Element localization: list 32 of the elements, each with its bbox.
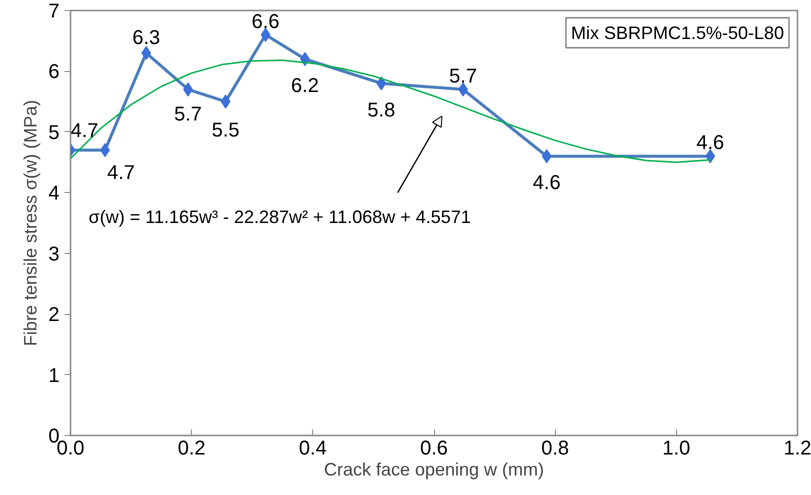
data-label: 4.7 [107, 162, 135, 184]
x-tick-label: 0.2 [178, 438, 206, 460]
y-tick-label: 4 [48, 182, 60, 205]
point [376, 76, 386, 90]
x-tick-label: 1.0 [662, 438, 690, 460]
point [705, 149, 716, 164]
annotation: σ(w) = 11.165w³ - 22.287w² + 11.068w + 4.5571 [88, 206, 471, 227]
data-label: 6.6 [252, 10, 280, 33]
x-axis-title: Crack face opening w (mm) [324, 460, 544, 480]
point [141, 46, 152, 60]
data-label: 4.6 [696, 132, 724, 154]
data-label: 4.6 [532, 172, 561, 194]
data-label: 4.7 [70, 120, 98, 142]
y-tick-label: 3 [48, 243, 60, 266]
data-label: 5.7 [174, 103, 202, 126]
point [542, 149, 552, 164]
data-label: 6.3 [132, 27, 160, 49]
y-tick-label: 7 [48, 0, 60, 22]
data-label: 5.7 [449, 65, 477, 88]
annotation: Mix SBRPMC1.5%-50-L80 [570, 22, 784, 43]
x-tick-label: 0.6 [420, 438, 448, 460]
x-tick-label: 1.2 [784, 438, 811, 460]
y-tick-label: 5 [48, 122, 60, 144]
x-tick-label: 0.8 [541, 438, 570, 460]
y-tick-label: 6 [48, 61, 60, 84]
data-label: 5.5 [212, 120, 240, 142]
data-label: 5.8 [367, 99, 396, 122]
y-axis-title: Fibre tensile stress σ(w) (MPa) [20, 100, 40, 346]
data-label: 6.2 [291, 75, 319, 98]
x-tick-label: 0.4 [298, 438, 327, 460]
y-tick-label: 2 [48, 304, 60, 326]
y-tick-label: 1 [48, 364, 60, 387]
